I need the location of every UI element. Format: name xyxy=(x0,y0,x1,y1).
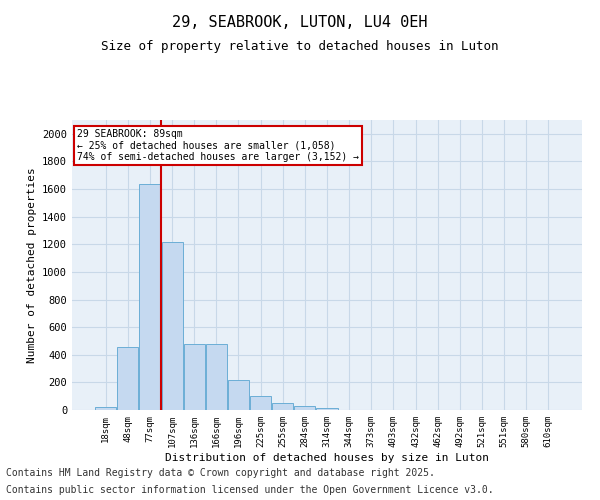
Bar xyxy=(250,396,271,410)
Bar xyxy=(316,408,338,410)
Bar xyxy=(228,380,249,410)
Bar xyxy=(272,403,293,410)
Bar xyxy=(118,347,139,410)
Text: Size of property relative to detached houses in Luton: Size of property relative to detached ho… xyxy=(101,40,499,53)
Bar xyxy=(139,184,160,410)
Text: Contains public sector information licensed under the Open Government Licence v3: Contains public sector information licen… xyxy=(6,485,494,495)
Bar xyxy=(161,242,182,410)
X-axis label: Distribution of detached houses by size in Luton: Distribution of detached houses by size … xyxy=(165,452,489,462)
Bar xyxy=(95,406,116,410)
Text: 29, SEABROOK, LUTON, LU4 0EH: 29, SEABROOK, LUTON, LU4 0EH xyxy=(172,15,428,30)
Bar xyxy=(206,344,227,410)
Text: Contains HM Land Registry data © Crown copyright and database right 2025.: Contains HM Land Registry data © Crown c… xyxy=(6,468,435,477)
Bar xyxy=(295,406,316,410)
Y-axis label: Number of detached properties: Number of detached properties xyxy=(26,167,37,363)
Bar xyxy=(184,344,205,410)
Text: 29 SEABROOK: 89sqm
← 25% of detached houses are smaller (1,058)
74% of semi-deta: 29 SEABROOK: 89sqm ← 25% of detached hou… xyxy=(77,128,359,162)
